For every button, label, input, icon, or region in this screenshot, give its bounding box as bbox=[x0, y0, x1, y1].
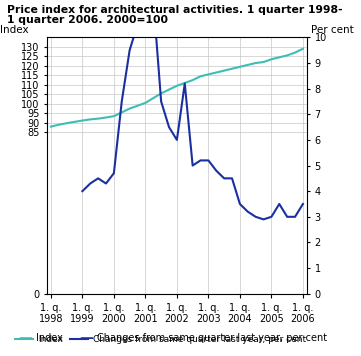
Index bbox=[135, 104, 140, 108]
Changes from same quarter last year, per cent bbox=[88, 181, 92, 185]
Index bbox=[293, 51, 297, 55]
Changes from same quarter last year, per cent bbox=[191, 163, 195, 168]
Changes from same quarter last year, per cent bbox=[167, 125, 171, 129]
Index bbox=[238, 65, 242, 69]
Changes from same quarter last year, per cent bbox=[206, 158, 210, 163]
Text: —: — bbox=[79, 331, 93, 345]
Index bbox=[167, 88, 171, 92]
Index bbox=[96, 116, 100, 121]
Index bbox=[261, 60, 266, 64]
Changes from same quarter last year, per cent bbox=[127, 48, 132, 52]
Index bbox=[119, 110, 124, 115]
Index bbox=[127, 106, 132, 111]
Index bbox=[175, 84, 179, 88]
Changes from same quarter last year, per cent bbox=[175, 138, 179, 142]
Index bbox=[277, 55, 282, 59]
Index bbox=[198, 74, 203, 78]
Text: Changes from same quarter last year, per cent: Changes from same quarter last year, per… bbox=[97, 333, 327, 343]
Index bbox=[183, 81, 187, 85]
Index bbox=[222, 68, 226, 73]
Changes from same quarter last year, per cent bbox=[135, 22, 140, 27]
Text: Index: Index bbox=[36, 333, 63, 343]
Changes from same quarter last year, per cent bbox=[119, 99, 124, 104]
Index bbox=[143, 101, 148, 105]
Changes from same quarter last year, per cent bbox=[214, 168, 218, 173]
Changes from same quarter last year, per cent bbox=[159, 99, 163, 104]
Line: Index: Index bbox=[51, 49, 303, 127]
Index bbox=[104, 115, 108, 120]
Changes from same quarter last year, per cent bbox=[80, 189, 84, 193]
Changes from same quarter last year, per cent bbox=[198, 158, 203, 163]
Text: —: — bbox=[18, 331, 32, 345]
Index bbox=[214, 70, 218, 75]
Changes from same quarter last year, per cent bbox=[245, 210, 250, 214]
Index bbox=[57, 122, 61, 127]
Changes from same quarter last year, per cent bbox=[222, 176, 226, 180]
Index bbox=[230, 67, 234, 71]
Changes from same quarter last year, per cent bbox=[238, 202, 242, 206]
Changes from same quarter last year, per cent bbox=[253, 215, 258, 219]
Index bbox=[151, 96, 156, 100]
Changes from same quarter last year, per cent bbox=[301, 202, 305, 206]
Changes from same quarter last year, per cent bbox=[261, 217, 266, 221]
Legend: Index, Changes from same quarter last year, per cent: Index, Changes from same quarter last ye… bbox=[12, 332, 309, 348]
Index bbox=[80, 119, 84, 123]
Changes from same quarter last year, per cent bbox=[293, 215, 297, 219]
Index bbox=[65, 121, 69, 125]
Changes from same quarter last year, per cent bbox=[230, 176, 234, 180]
Index bbox=[245, 63, 250, 67]
Index bbox=[159, 91, 163, 95]
Changes from same quarter last year, per cent bbox=[285, 215, 289, 219]
Index bbox=[88, 117, 92, 121]
Changes from same quarter last year, per cent bbox=[96, 176, 100, 180]
Index bbox=[206, 72, 210, 77]
Text: Price index for architectural activities. 1 quarter 1998-: Price index for architectural activities… bbox=[7, 5, 343, 15]
Index bbox=[253, 61, 258, 65]
Index bbox=[191, 78, 195, 82]
Changes from same quarter last year, per cent bbox=[151, 0, 156, 1]
Index bbox=[49, 125, 53, 129]
Index bbox=[269, 57, 274, 61]
Line: Changes from same quarter last year, per cent: Changes from same quarter last year, per… bbox=[82, 0, 303, 219]
Index bbox=[72, 120, 77, 124]
Index bbox=[285, 53, 289, 58]
Text: Per cent: Per cent bbox=[311, 25, 354, 35]
Changes from same quarter last year, per cent bbox=[112, 171, 116, 176]
Changes from same quarter last year, per cent bbox=[269, 215, 274, 219]
Text: Index: Index bbox=[0, 25, 29, 35]
Changes from same quarter last year, per cent bbox=[277, 202, 282, 206]
Index bbox=[301, 47, 305, 51]
Changes from same quarter last year, per cent bbox=[183, 82, 187, 86]
Index bbox=[112, 114, 116, 118]
Changes from same quarter last year, per cent bbox=[104, 181, 108, 185]
Text: 1 quarter 2006. 2000=100: 1 quarter 2006. 2000=100 bbox=[7, 15, 168, 25]
